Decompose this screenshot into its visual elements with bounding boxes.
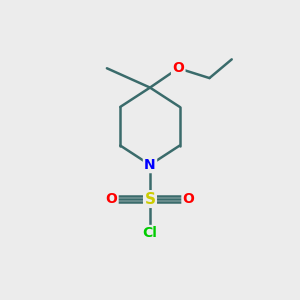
- Text: O: O: [105, 192, 117, 206]
- Text: Cl: Cl: [142, 226, 158, 240]
- Text: S: S: [145, 191, 155, 206]
- Text: N: N: [144, 158, 156, 172]
- Text: O: O: [172, 61, 184, 75]
- Text: O: O: [183, 192, 195, 206]
